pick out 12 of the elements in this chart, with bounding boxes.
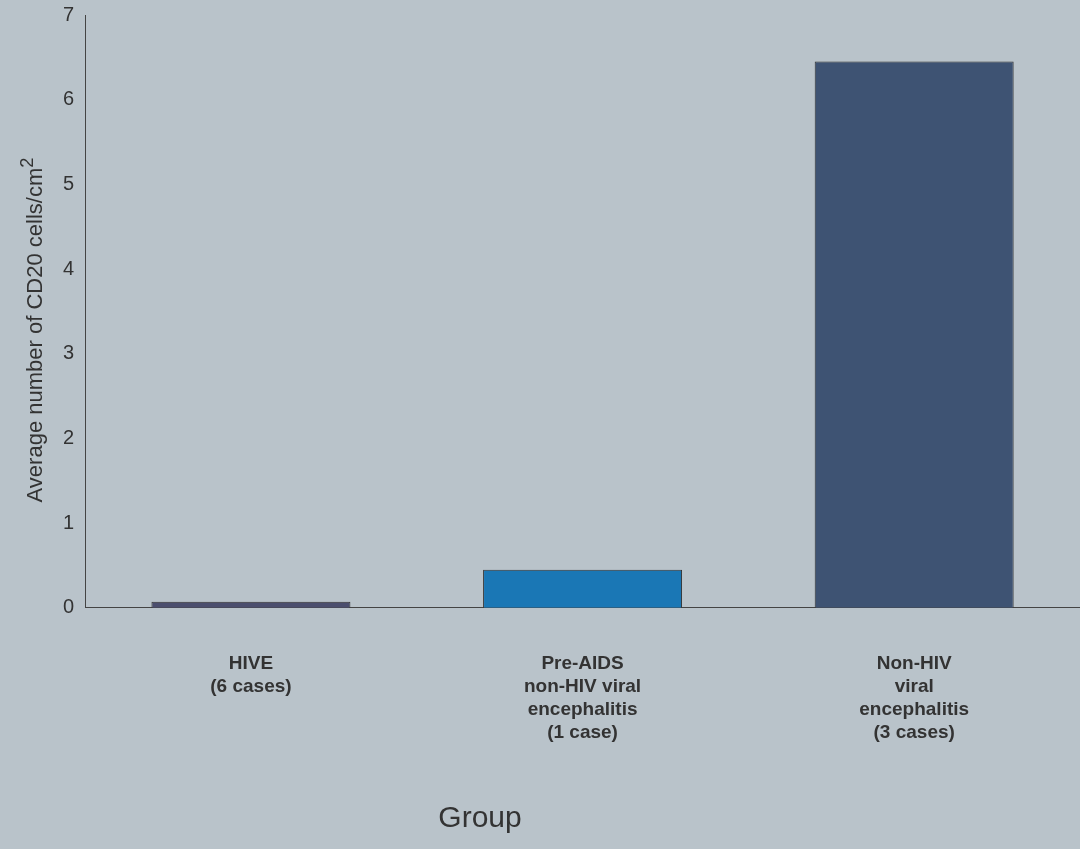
x-tick-label: Non-HIV viral encephalitis (3 cases) xyxy=(859,652,970,742)
y-tick-label: 7 xyxy=(63,2,75,25)
x-tick-label: HIVE (6 cases) xyxy=(210,652,292,697)
y-tick-label: 0 xyxy=(63,595,75,618)
y-tick-label: 4 xyxy=(63,256,75,279)
x-tick-label: Pre-AIDS non-HIV viral encephalitis (1 case) xyxy=(523,652,642,742)
y-tick-label: 6 xyxy=(63,87,75,110)
x-axis-title: Group xyxy=(438,800,522,834)
y-tick-label: 3 xyxy=(63,341,75,364)
y-tick-label: 2 xyxy=(63,425,75,448)
y-tick-label: 1 xyxy=(63,510,75,533)
y-tick-label: 5 xyxy=(63,171,75,194)
